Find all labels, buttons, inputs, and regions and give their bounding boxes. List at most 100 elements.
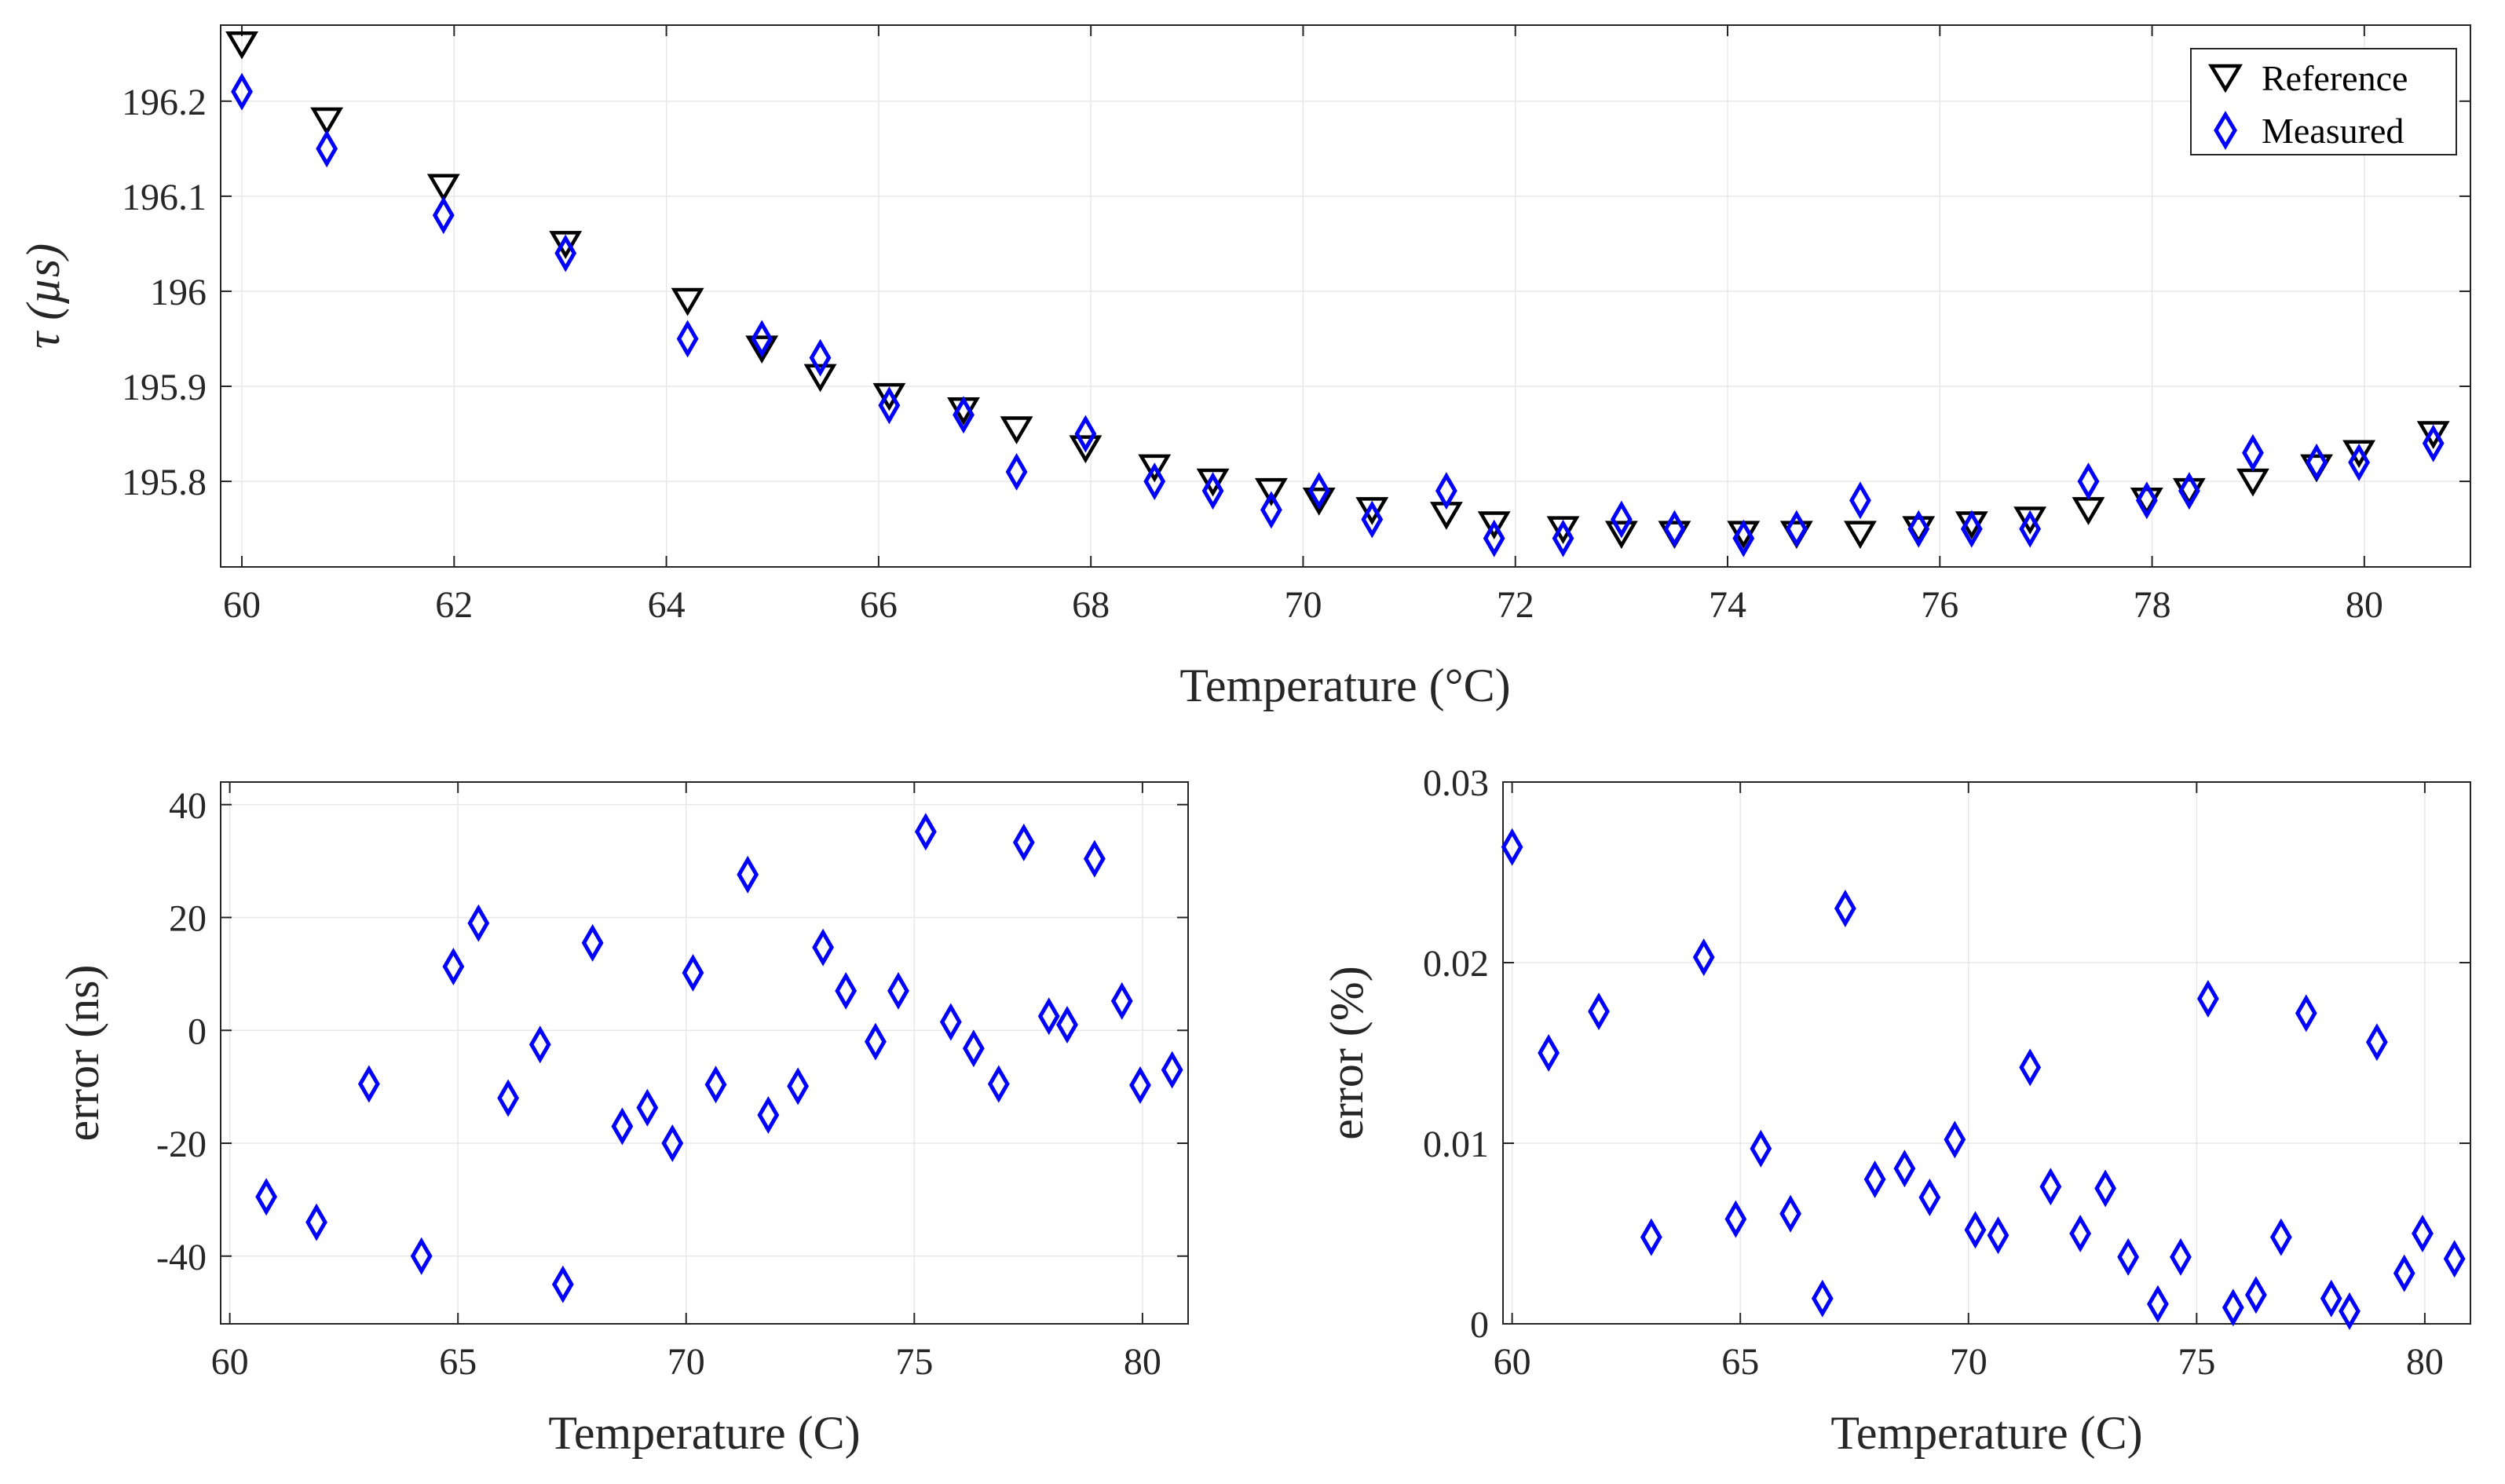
plot-area-frame — [220, 781, 1189, 1325]
x-tick-label: 80 — [2406, 1341, 2444, 1383]
measured-point — [1732, 519, 1755, 557]
error-point — [682, 953, 704, 992]
error-point — [987, 1065, 1010, 1103]
reference-point — [1355, 497, 1389, 525]
reference-point — [549, 231, 583, 259]
measured-point — [1552, 519, 1574, 557]
error-point — [1012, 823, 1035, 861]
error-point — [914, 813, 937, 851]
y-tick-label: -40 — [156, 1237, 207, 1278]
error-point — [737, 855, 759, 894]
measured-point — [1074, 415, 1097, 453]
x-tick-label: 76 — [1921, 584, 1958, 626]
x-tick-label: 65 — [439, 1341, 477, 1383]
error-point — [887, 971, 909, 1010]
error-point — [2365, 1023, 2388, 1062]
measured-point — [1960, 510, 1983, 548]
measured-point — [1201, 472, 1224, 510]
reference-point — [1000, 416, 1033, 444]
x-tick-label: 74 — [1709, 584, 1746, 626]
error-point — [1129, 1065, 1151, 1104]
error-point — [1037, 997, 1060, 1036]
error-point — [1501, 828, 1523, 866]
error-point — [2147, 1285, 2169, 1323]
reference-point — [745, 335, 779, 364]
error-point — [467, 904, 490, 942]
x-axis-label: Temperature (C) — [1830, 1407, 2142, 1459]
error-point — [551, 1265, 574, 1303]
error-point — [2094, 1169, 2116, 1208]
measured-point — [953, 396, 975, 434]
reference-point — [1477, 511, 1511, 539]
reference-point — [225, 31, 258, 60]
error-point — [787, 1067, 810, 1106]
error-point — [1811, 1279, 1834, 1318]
legend-measured-label: Measured — [2262, 111, 2404, 151]
reference-point — [1546, 516, 1580, 545]
reference-point — [1302, 488, 1336, 516]
error-point — [1056, 1006, 1078, 1044]
error-point — [2244, 1276, 2267, 1314]
x-tick-label: 70 — [667, 1341, 705, 1383]
measured-point — [432, 196, 455, 235]
error-point — [865, 1022, 887, 1061]
x-tick-label: 80 — [2346, 584, 2383, 626]
measured-point — [676, 320, 699, 358]
x-tick-label: 66 — [860, 584, 898, 626]
grid-lines — [221, 782, 1188, 1324]
error-point — [1161, 1051, 1183, 1089]
x-tick-label: 60 — [211, 1341, 249, 1383]
measured-point — [1849, 481, 1871, 520]
reference-point — [1254, 477, 1288, 506]
error-point — [962, 1029, 985, 1068]
error-point — [2443, 1240, 2466, 1278]
y-tick-label: 195.8 — [122, 462, 207, 503]
error-point — [1918, 1179, 1941, 1216]
axis-ticks: 60 65 70 75 80 -40 -20 0 20 40 — [156, 782, 1188, 1383]
measured-point — [751, 320, 773, 358]
error-point — [2170, 1237, 2192, 1276]
x-tick-label: 62 — [435, 584, 473, 626]
error-point — [1893, 1150, 1916, 1188]
error-point — [410, 1237, 433, 1275]
legend: Reference Measured — [2190, 48, 2457, 155]
x-tick-label: 70 — [1950, 1341, 1988, 1383]
y-tick-label: 0.02 — [1423, 943, 1489, 985]
error-point — [2019, 1048, 2042, 1087]
error-point — [1724, 1200, 1747, 1238]
error-point — [2295, 994, 2317, 1033]
x-axis-label: Temperature (C) — [548, 1407, 860, 1459]
error-point — [1987, 1216, 2009, 1255]
error-ns-chart: 60 65 70 75 80 -40 -20 0 20 40 Temperature (C) er… — [57, 781, 1189, 1459]
axis-ticks: 60 62 64 66 68 70 72 74 76 78 80 195.8 195.9 196 196.1… — [122, 25, 2470, 626]
measured-point — [1663, 510, 1686, 548]
legend-reference-marker — [2208, 64, 2243, 93]
error-point — [2196, 980, 2219, 1018]
reference-point — [1604, 521, 1638, 550]
measured-point — [316, 130, 338, 168]
x-tick-label: 75 — [895, 1341, 933, 1383]
error-point — [2069, 1215, 2092, 1252]
reference-point — [671, 287, 704, 316]
measured-point — [1435, 472, 1457, 510]
error-point — [1750, 1129, 1772, 1168]
axis-ticks: 60 65 70 75 80 0 0.01 0.02 0.03 — [1423, 762, 2470, 1383]
measured-point — [1143, 462, 1166, 501]
error-point — [2039, 1168, 2062, 1206]
y-tick-label: 0 — [188, 1011, 207, 1052]
tau-vs-temperature-chart: 60 62 64 66 68 70 72 74 76 78 80 195.8 195.9 196 196.1… — [17, 24, 2471, 711]
y-tick-label: 20 — [169, 898, 207, 940]
error-point — [1863, 1161, 1886, 1198]
measured-point — [554, 234, 577, 272]
y-tick-label: 0.03 — [1423, 762, 1489, 804]
y-tick-label: 0.01 — [1423, 1124, 1489, 1165]
reference-point — [1844, 521, 1877, 550]
error-point — [1588, 992, 1610, 1031]
data-markers — [255, 813, 1183, 1303]
error-point — [442, 948, 465, 986]
reference-point — [2416, 421, 2450, 449]
measured-point — [809, 338, 832, 377]
reference-point — [1069, 435, 1103, 464]
